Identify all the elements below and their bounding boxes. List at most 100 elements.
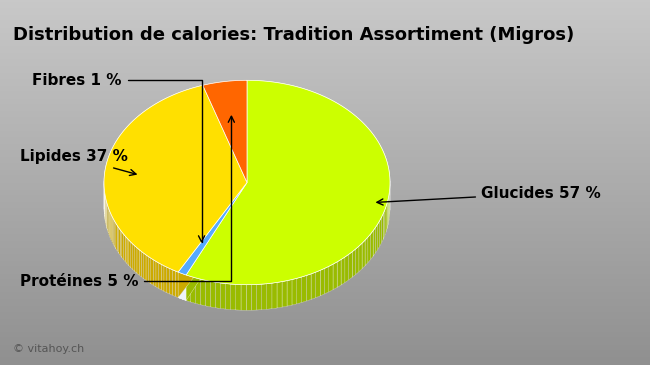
Polygon shape — [362, 240, 365, 269]
Polygon shape — [159, 263, 161, 290]
Polygon shape — [380, 217, 382, 246]
Text: Fibres 1 %: Fibres 1 % — [32, 73, 205, 242]
Polygon shape — [178, 182, 247, 297]
Polygon shape — [135, 246, 137, 273]
Polygon shape — [333, 262, 337, 290]
Polygon shape — [166, 267, 170, 294]
Polygon shape — [382, 214, 383, 243]
Polygon shape — [352, 249, 356, 277]
Text: Glucides 57 %: Glucides 57 % — [377, 186, 601, 205]
Polygon shape — [129, 240, 131, 268]
Polygon shape — [252, 284, 257, 310]
Polygon shape — [246, 285, 252, 310]
Polygon shape — [272, 283, 277, 309]
Polygon shape — [356, 246, 359, 274]
Polygon shape — [203, 80, 247, 182]
Polygon shape — [124, 234, 125, 262]
Polygon shape — [220, 283, 226, 309]
Polygon shape — [146, 255, 148, 282]
Polygon shape — [341, 257, 345, 285]
Text: Lipides 37 %: Lipides 37 % — [20, 149, 136, 176]
Polygon shape — [320, 268, 324, 296]
Polygon shape — [205, 280, 211, 307]
Polygon shape — [231, 284, 236, 310]
Polygon shape — [385, 207, 386, 236]
Polygon shape — [297, 277, 302, 304]
Polygon shape — [107, 205, 109, 233]
Polygon shape — [117, 226, 119, 253]
Polygon shape — [109, 210, 110, 238]
Polygon shape — [178, 182, 247, 297]
Polygon shape — [324, 266, 329, 294]
Polygon shape — [373, 227, 376, 256]
Polygon shape — [359, 243, 362, 272]
Polygon shape — [127, 238, 129, 266]
Polygon shape — [262, 284, 266, 310]
Polygon shape — [226, 284, 231, 310]
Polygon shape — [388, 196, 389, 225]
Polygon shape — [241, 285, 246, 310]
Polygon shape — [122, 232, 124, 260]
Text: © vitahoy.ch: © vitahoy.ch — [13, 344, 84, 354]
Polygon shape — [345, 254, 348, 283]
Polygon shape — [368, 234, 370, 263]
Text: Protéines 5 %: Protéines 5 % — [20, 116, 235, 289]
Polygon shape — [365, 237, 368, 266]
Polygon shape — [386, 203, 387, 232]
Polygon shape — [186, 80, 390, 285]
Polygon shape — [277, 281, 282, 308]
Polygon shape — [306, 274, 311, 301]
Polygon shape — [116, 223, 117, 251]
Polygon shape — [211, 281, 215, 308]
Polygon shape — [131, 242, 133, 269]
Polygon shape — [215, 282, 220, 308]
Polygon shape — [172, 270, 176, 296]
Polygon shape — [348, 252, 352, 280]
Polygon shape — [178, 182, 247, 275]
Polygon shape — [196, 278, 200, 305]
Polygon shape — [383, 210, 385, 239]
Polygon shape — [292, 278, 297, 305]
Polygon shape — [186, 275, 191, 302]
Polygon shape — [200, 279, 205, 306]
Polygon shape — [370, 231, 373, 260]
Polygon shape — [104, 85, 247, 272]
Polygon shape — [266, 283, 272, 309]
Polygon shape — [387, 199, 388, 228]
Polygon shape — [151, 258, 153, 285]
Polygon shape — [203, 80, 247, 182]
Polygon shape — [113, 219, 114, 247]
Polygon shape — [104, 85, 247, 272]
Polygon shape — [378, 221, 380, 250]
Polygon shape — [337, 260, 341, 287]
Polygon shape — [148, 257, 151, 284]
Polygon shape — [139, 250, 141, 277]
Polygon shape — [176, 271, 178, 297]
Polygon shape — [110, 212, 111, 240]
Polygon shape — [257, 284, 262, 310]
Polygon shape — [287, 280, 292, 306]
Polygon shape — [376, 224, 378, 253]
Polygon shape — [156, 261, 159, 288]
Polygon shape — [236, 284, 241, 310]
Polygon shape — [302, 276, 306, 303]
Text: Distribution de calories: Tradition Assortiment (Migros): Distribution de calories: Tradition Asso… — [13, 26, 574, 43]
Polygon shape — [164, 266, 166, 293]
Polygon shape — [114, 221, 116, 249]
Polygon shape — [153, 260, 156, 287]
Polygon shape — [111, 214, 112, 242]
Polygon shape — [186, 80, 390, 285]
Polygon shape — [133, 244, 135, 272]
Ellipse shape — [104, 106, 390, 310]
Polygon shape — [186, 182, 247, 300]
Polygon shape — [137, 248, 139, 275]
Polygon shape — [191, 276, 196, 303]
Polygon shape — [125, 236, 127, 264]
Polygon shape — [119, 228, 120, 255]
Polygon shape — [282, 281, 287, 307]
Polygon shape — [144, 253, 146, 280]
Polygon shape — [120, 230, 122, 257]
Polygon shape — [141, 251, 144, 278]
Polygon shape — [178, 182, 247, 275]
Polygon shape — [186, 182, 247, 300]
